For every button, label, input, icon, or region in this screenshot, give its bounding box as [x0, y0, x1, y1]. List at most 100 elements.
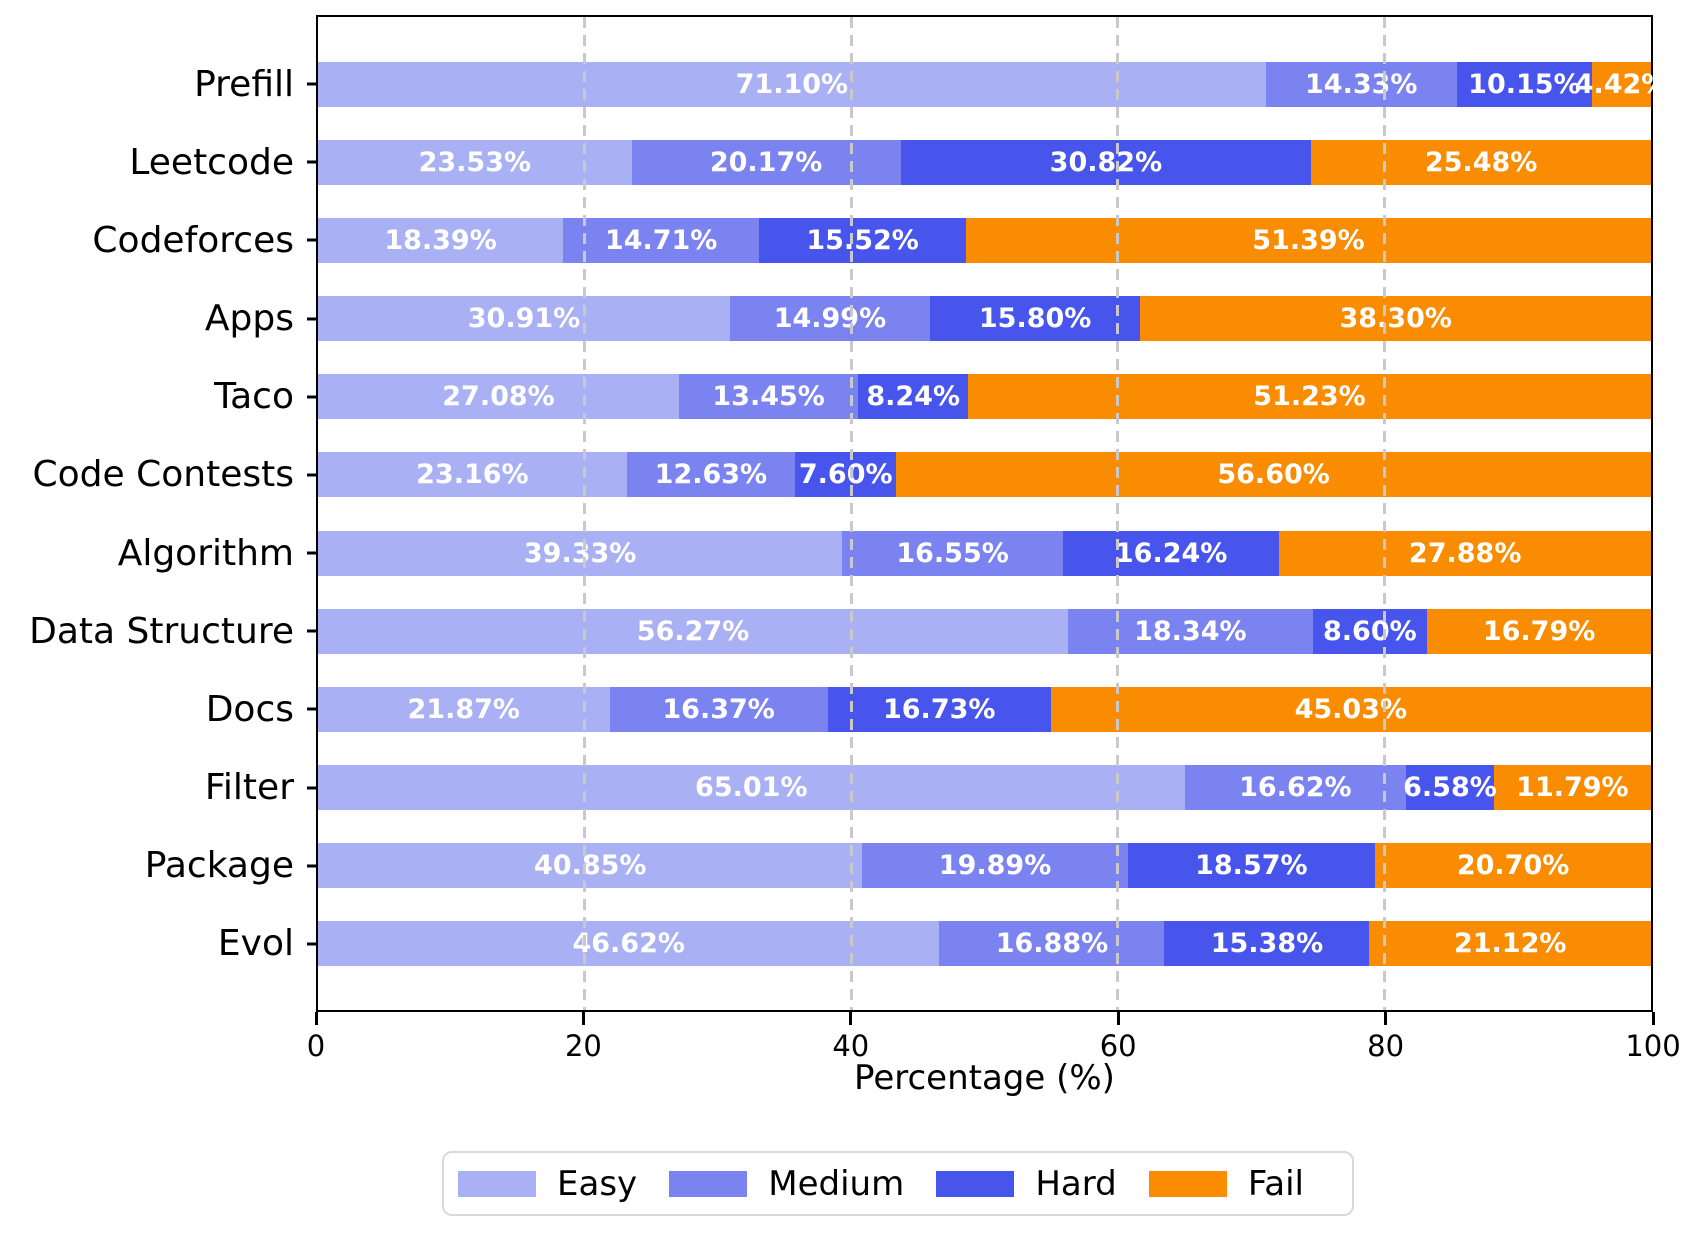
bar-segment-label: 45.03%	[1294, 693, 1408, 725]
stacked-bar: 27.08% 13.45% 8.24% 51.23%	[318, 374, 1651, 420]
bar-segment-label: 16.88%	[995, 928, 1109, 960]
x-tick-mark	[849, 1012, 853, 1025]
y-category-row: Prefill	[0, 45, 316, 123]
bar-segment-label: 15.38%	[1210, 928, 1324, 960]
bar-segment-easy: 30.91%	[318, 296, 731, 342]
stacked-bar: 65.01% 16.62% 6.58% 11.79%	[318, 765, 1651, 811]
bar-segment-label: 16.79%	[1482, 615, 1596, 647]
y-category-label: Algorithm	[117, 532, 294, 574]
bar-segment-medium: 18.34%	[1068, 608, 1313, 654]
bar-segment-label: 71.10%	[735, 68, 849, 100]
legend-item-fail: Fail	[1148, 1163, 1304, 1204]
bar-segment-easy: 71.10%	[318, 61, 1266, 107]
x-tick-label: 0	[306, 1029, 326, 1063]
bar-segment-medium: 16.37%	[609, 686, 828, 732]
y-category-row: Docs	[0, 670, 316, 748]
bar-segment-hard: 16.24%	[1062, 530, 1280, 576]
legend-label: Hard	[1035, 1163, 1117, 1204]
bar-segment-label: 21.87%	[407, 693, 520, 725]
legend-item-easy: Easy	[458, 1164, 637, 1204]
bar-segment-fail: 51.23%	[968, 374, 1651, 420]
y-category-row: Taco	[0, 358, 316, 436]
bar-row: 18.39% 14.71% 15.52% 51.39%	[318, 201, 1651, 279]
y-tick-mark	[307, 395, 316, 399]
y-category-label: Evol	[217, 923, 294, 965]
stacked-bar: 23.53% 20.17% 30.82% 25.48%	[318, 139, 1651, 185]
plot-area: 71.10% 14.33% 10.15% 4.42% 23.53% 20.17% 30.82…	[316, 15, 1668, 1012]
x-tick-label: 80	[1367, 1029, 1405, 1063]
y-tick-mark	[307, 864, 316, 868]
bar-row: 27.08% 13.45% 8.24% 51.23%	[318, 358, 1651, 436]
legend-swatch	[1148, 1170, 1227, 1197]
bar-segment-label: 27.88%	[1408, 537, 1522, 569]
bar-segment-medium: 14.33%	[1265, 61, 1457, 107]
x-tick-label: 100	[1625, 1029, 1681, 1063]
bar-segment-label: 6.58%	[1403, 772, 1497, 804]
stacked-bar: 18.39% 14.71% 15.52% 51.39%	[318, 217, 1651, 263]
bar-segment-easy: 23.16%	[318, 452, 627, 498]
y-category-row: Filter	[0, 749, 316, 827]
y-category-row: Apps	[0, 280, 316, 358]
bar-segment-label: 8.24%	[866, 381, 960, 413]
bar-segment-label: 14.33%	[1305, 68, 1418, 100]
legend: Easy Medium Hard Fail	[442, 1151, 1354, 1216]
bar-segment-medium: 19.89%	[862, 843, 1128, 889]
bar-segment-hard: 10.15%	[1456, 61, 1593, 107]
bar-segment-label: 21.12%	[1453, 928, 1567, 960]
x-tick-label: 20	[564, 1029, 602, 1063]
bar-segment-medium: 16.55%	[842, 530, 1063, 576]
bar-segment-easy: 18.39%	[318, 217, 564, 263]
stacked-bar: 56.27% 18.34% 8.60% 16.79%	[318, 608, 1651, 654]
legend-swatch	[458, 1170, 536, 1197]
stacked-bar: 30.91% 14.99% 15.80% 38.30%	[318, 296, 1651, 342]
bar-segment-label: 16.62%	[1239, 772, 1352, 804]
bar-segment-label: 4.42%	[1574, 68, 1669, 100]
bar-segment-hard: 15.80%	[929, 296, 1141, 342]
legend-swatch	[669, 1170, 748, 1197]
y-tick-mark	[307, 238, 316, 242]
bar-segment-medium: 20.17%	[631, 139, 901, 185]
bar-segment-label: 14.99%	[773, 303, 887, 335]
y-tick-mark	[307, 160, 316, 164]
bar-segment-medium: 16.62%	[1184, 765, 1407, 811]
bar-segment-medium: 16.88%	[939, 921, 1165, 967]
stacked-bar: 23.16% 12.63% 7.60% 56.60%	[318, 452, 1651, 498]
bar-segment-hard: 7.60%	[795, 452, 897, 498]
y-category-label: Data Structure	[29, 610, 294, 652]
bar-segment-label: 56.60%	[1217, 459, 1330, 491]
bar-segment-fail: 56.60%	[896, 452, 1651, 498]
bar-segment-label: 20.70%	[1456, 850, 1570, 882]
x-tick-mark	[314, 1012, 318, 1025]
stacked-bar: 40.85% 19.89% 18.57% 20.70%	[318, 843, 1652, 889]
bar-segment-hard: 16.73%	[827, 686, 1051, 732]
bar-segment-fail: 16.79%	[1427, 608, 1651, 654]
bar-segment-hard: 6.58%	[1403, 765, 1497, 811]
bar-segment-hard: 8.24%	[858, 374, 969, 420]
bar-segment-label: 30.82%	[1049, 146, 1163, 178]
y-category-label: Package	[144, 845, 294, 887]
bar-segment-label: 20.17%	[709, 146, 823, 178]
y-tick-mark	[307, 317, 316, 321]
y-category-row: Data Structure	[0, 592, 316, 670]
bar-segment-easy: 39.33%	[318, 530, 843, 576]
bar-segment-easy: 40.85%	[318, 843, 863, 889]
bar-segment-label: 8.60%	[1323, 615, 1417, 647]
bar-segment-label: 38.30%	[1339, 303, 1452, 335]
y-tick-mark	[307, 551, 316, 555]
legend-label: Fail	[1247, 1163, 1304, 1204]
bar-segment-medium: 13.45%	[678, 374, 859, 420]
bar-segment-fail: 51.39%	[966, 217, 1651, 263]
bar-segment-label: 16.37%	[662, 693, 775, 725]
bar-segment-label: 46.62%	[572, 928, 685, 960]
y-tick-mark	[307, 707, 316, 711]
bar-row: 46.62% 16.88% 15.38% 21.12%	[318, 905, 1651, 983]
bar-segment-label: 10.15%	[1468, 68, 1581, 100]
y-category-row: Evol	[0, 905, 316, 983]
bar-segment-label: 13.45%	[712, 381, 825, 413]
bar-segment-label: 65.01%	[695, 772, 808, 804]
bar-segment-fail: 27.88%	[1279, 530, 1651, 576]
bar-segment-hard: 15.52%	[759, 217, 967, 263]
bar-row: 30.91% 14.99% 15.80% 38.30%	[318, 280, 1651, 358]
bar-segment-fail: 25.48%	[1311, 139, 1651, 185]
y-tick-mark	[307, 82, 316, 86]
